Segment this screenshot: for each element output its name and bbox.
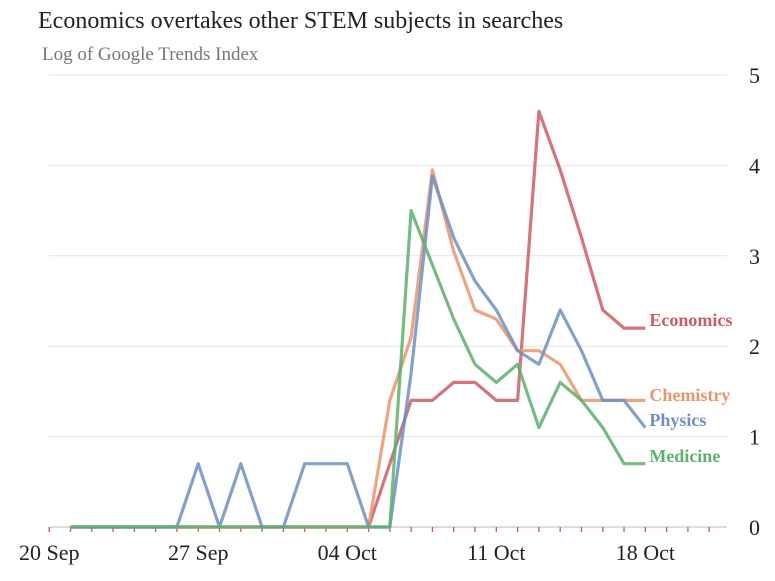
series-line-economics bbox=[70, 109, 646, 529]
series-label-economics: Economics bbox=[649, 310, 732, 330]
x-tick-label: 20 Sep bbox=[19, 540, 80, 565]
y-tick-label: 2 bbox=[749, 334, 760, 359]
series-line-chemistry bbox=[70, 168, 646, 529]
y-tick-label: 1 bbox=[749, 425, 760, 450]
y-tick-label: 3 bbox=[749, 244, 760, 269]
series-label-medicine: Medicine bbox=[649, 446, 720, 466]
series-line-physics bbox=[70, 174, 647, 529]
y-tick-label: 0 bbox=[749, 515, 760, 540]
chart-title: Economics overtakes other STEM subjects … bbox=[38, 8, 564, 34]
series-label-chemistry: Chemistry bbox=[649, 385, 730, 405]
series-line-medicine bbox=[70, 209, 646, 529]
y-tick-label: 4 bbox=[749, 153, 760, 178]
series-label-physics: Physics bbox=[649, 410, 706, 430]
x-tick-label: 11 Oct bbox=[467, 540, 525, 565]
chart-subtitle: Log of Google Trends Index bbox=[42, 44, 259, 65]
x-tick-label: 04 Oct bbox=[318, 540, 377, 565]
x-tick-label: 27 Sep bbox=[168, 540, 229, 565]
y-tick-label: 5 bbox=[749, 63, 760, 88]
x-tick-label: 18 Oct bbox=[616, 540, 675, 565]
